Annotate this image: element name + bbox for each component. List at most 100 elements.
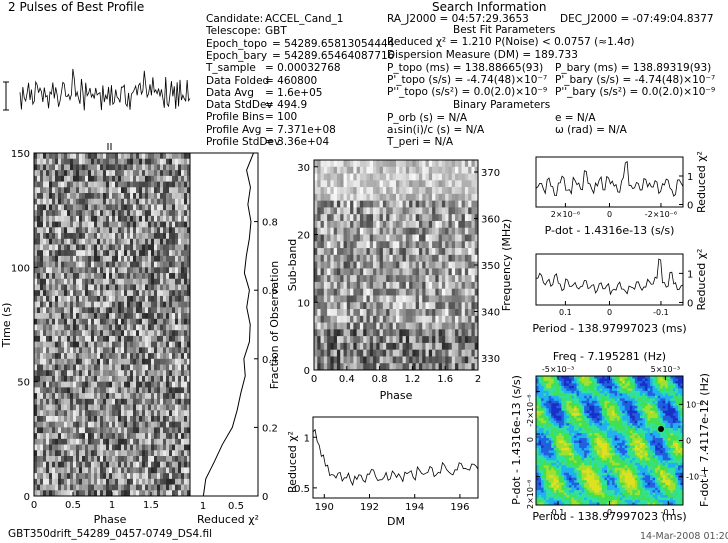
pixel: [94, 164, 97, 170]
pixel: [154, 193, 157, 199]
pixel: [422, 248, 426, 255]
pixel: [142, 302, 145, 308]
pixel: [422, 221, 426, 228]
pixel: [76, 479, 79, 485]
pixel: [67, 433, 70, 439]
pixel: [58, 244, 61, 250]
pixel: [124, 479, 127, 485]
pixel: [91, 262, 94, 268]
pixel: [442, 302, 446, 309]
pixel: [88, 233, 91, 239]
pixel: [429, 214, 433, 221]
pixel: [357, 174, 361, 181]
pixel: [154, 273, 157, 279]
pixel: [106, 410, 109, 416]
pixel: [350, 207, 354, 214]
pixel: [100, 199, 103, 205]
pixel: [133, 330, 136, 336]
pixel: [163, 233, 166, 239]
pixel: [64, 416, 67, 422]
pixel: [409, 309, 413, 316]
pixel: [178, 227, 181, 233]
pixel: [175, 387, 178, 393]
pixel: [73, 450, 76, 456]
pixel: [169, 387, 172, 393]
pixel: [422, 187, 426, 194]
pixel: [324, 309, 328, 316]
pixel: [353, 214, 357, 221]
pixel: [67, 256, 70, 262]
pixel: [337, 363, 341, 370]
pixel: [40, 439, 43, 445]
pixel: [97, 222, 100, 228]
pixel: [61, 159, 64, 165]
pixel: [406, 289, 410, 296]
pixel: [145, 210, 148, 216]
pixel: [139, 279, 142, 285]
pixel: [73, 365, 76, 371]
pixel: [115, 365, 118, 371]
pixel: [442, 356, 446, 363]
pixel: [40, 313, 43, 319]
pixel: [380, 363, 384, 370]
pixel: [106, 216, 109, 222]
pixel: [43, 222, 46, 228]
pixel: [55, 193, 58, 199]
pixel: [124, 273, 127, 279]
pixel: [416, 235, 420, 242]
pixel: [52, 353, 55, 359]
pixel: [399, 228, 403, 235]
pixel: [455, 316, 459, 323]
pixel: [163, 376, 166, 382]
pixel: [67, 227, 70, 233]
pixel: [112, 302, 115, 308]
pixel: [121, 336, 124, 342]
pixel: [52, 462, 55, 468]
pixel: [448, 336, 452, 343]
pixel: [462, 180, 466, 187]
pixel: [100, 262, 103, 268]
pixel: [175, 359, 178, 365]
pixel: [106, 433, 109, 439]
pixel: [370, 356, 374, 363]
pixel: [136, 479, 139, 485]
pixel: [91, 456, 94, 462]
pixel: [157, 353, 160, 359]
pixel: [386, 356, 390, 363]
pixel: [471, 255, 475, 262]
pixel: [178, 319, 181, 325]
pixel: [88, 284, 91, 290]
map-cell: [584, 378, 587, 381]
pixel: [445, 167, 449, 174]
pixel: [37, 284, 40, 290]
pixel: [88, 450, 91, 456]
pixel: [94, 222, 97, 228]
pixel: [184, 393, 187, 399]
pixel: [389, 167, 393, 174]
pixel: [166, 416, 169, 422]
pixel: [97, 445, 100, 451]
pixel: [142, 262, 145, 268]
pixel: [445, 214, 449, 221]
pixel: [181, 359, 184, 365]
pixel: [37, 330, 40, 336]
pixel: [184, 170, 187, 176]
pixel: [465, 329, 469, 336]
pixel: [139, 159, 142, 165]
pixel: [344, 295, 348, 302]
pixel: [58, 233, 61, 239]
pixel: [166, 227, 169, 233]
pixel: [91, 182, 94, 188]
pixel: [58, 462, 61, 468]
pixel: [337, 221, 341, 228]
pixel: [40, 325, 43, 331]
pixel: [416, 295, 420, 302]
pixel: [157, 370, 160, 376]
pixel: [37, 462, 40, 468]
pixel: [136, 193, 139, 199]
pixel: [64, 176, 67, 182]
pixel: [445, 282, 449, 289]
pixel: [115, 296, 118, 302]
pixel: [160, 296, 163, 302]
pixel: [166, 199, 169, 205]
